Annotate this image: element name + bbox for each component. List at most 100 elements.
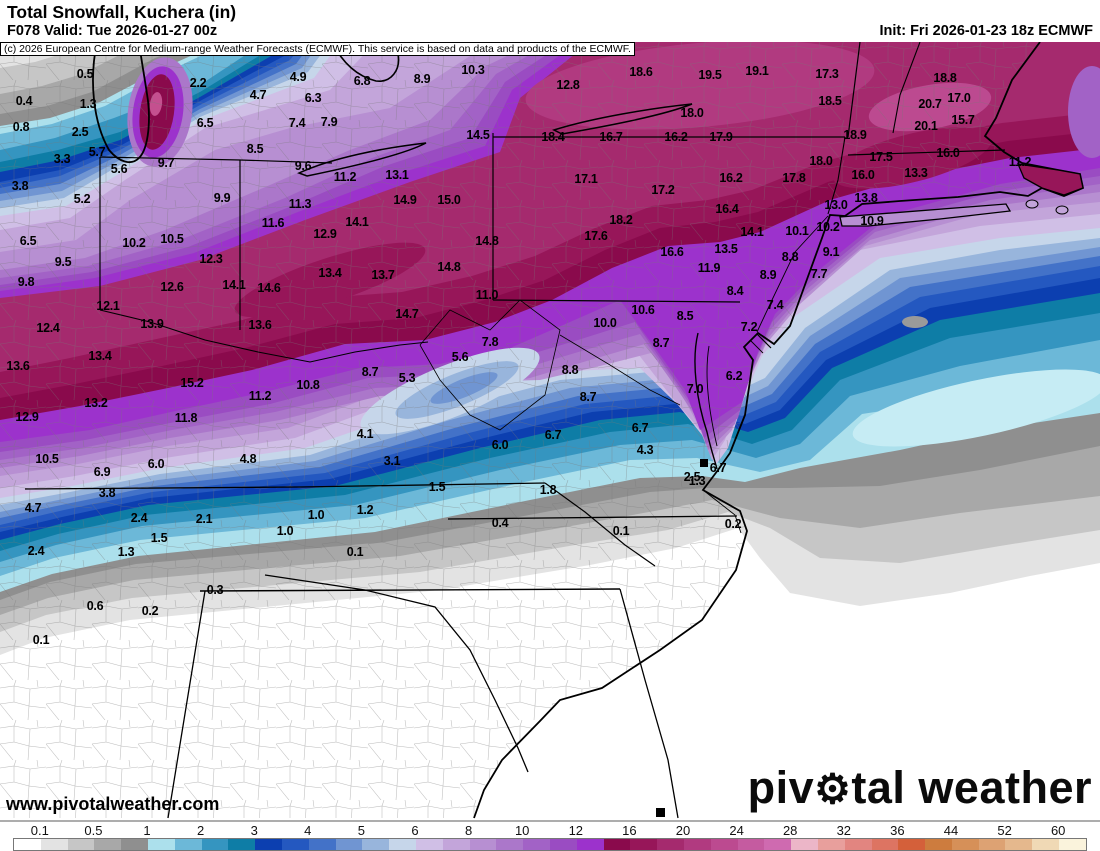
state-border-line bbox=[99, 309, 429, 363]
colorbar-tick: 20 bbox=[675, 823, 691, 838]
copyright-notice: (c) 2026 European Centre for Medium-rang… bbox=[0, 42, 635, 56]
colorbar-tick: 5 bbox=[357, 823, 366, 838]
state-border-line bbox=[492, 299, 741, 303]
map-feature bbox=[839, 203, 1012, 227]
colorbar-segment bbox=[281, 839, 309, 850]
map-feature bbox=[1025, 199, 1039, 209]
colorbar-tick-row: 0.1 0.5 1 2 3 4 5 6 8 10 12 16 20 24 28 32 36 44 52 60 bbox=[0, 823, 1100, 838]
colorbar-tick: 8 bbox=[464, 823, 473, 838]
logo-text-tal-weather: tal weather bbox=[851, 762, 1092, 813]
logo-text-piv: piv bbox=[747, 762, 815, 813]
colorbar-segment bbox=[1059, 839, 1086, 850]
map-header: Total Snowfall, Kuchera (in) F078 Valid:… bbox=[0, 0, 1100, 42]
colorbar-segment bbox=[201, 839, 229, 850]
colorbar-strip bbox=[13, 838, 1087, 851]
colorbar-segment bbox=[630, 839, 658, 850]
colorbar-segment bbox=[683, 839, 711, 850]
colorbar-segment bbox=[737, 839, 765, 850]
colorbar-segment bbox=[335, 839, 363, 850]
watermark-url: www.pivotalweather.com bbox=[6, 794, 220, 814]
colorbar-tick: 1 bbox=[143, 823, 151, 838]
colorbar-tick: 10 bbox=[514, 823, 530, 838]
colorbar-segment bbox=[576, 839, 604, 850]
coastline bbox=[331, 42, 400, 82]
colorbar-segment bbox=[844, 839, 872, 850]
coastline bbox=[702, 489, 742, 534]
state-border-line bbox=[24, 482, 546, 490]
map-feature bbox=[1055, 205, 1069, 215]
colorbar-tick: 0.5 bbox=[84, 823, 103, 838]
colorbar-segment bbox=[308, 839, 336, 850]
state-border-line bbox=[199, 588, 621, 592]
coastline bbox=[297, 142, 427, 177]
colorbar-segment bbox=[174, 839, 202, 850]
colorbar-segment bbox=[764, 839, 792, 850]
colorbar-tick: 2 bbox=[196, 823, 205, 838]
state-border-line bbox=[619, 588, 679, 819]
state-border-line bbox=[756, 215, 829, 333]
coastline bbox=[92, 42, 150, 164]
map-feature bbox=[656, 808, 665, 817]
colorbar-segment bbox=[898, 839, 926, 850]
colorbar-segment bbox=[1032, 839, 1060, 850]
colorbar-segment bbox=[603, 839, 631, 850]
map-blob bbox=[852, 369, 1100, 447]
state-border-line bbox=[559, 334, 681, 406]
colorbar-segment bbox=[415, 839, 443, 850]
state-border-line bbox=[827, 136, 846, 215]
contour-band-layer bbox=[0, 42, 1100, 819]
state-border-line bbox=[847, 149, 1006, 156]
coastline bbox=[706, 345, 718, 447]
state-border-line bbox=[419, 299, 561, 431]
state-border-line bbox=[544, 482, 656, 567]
map-blob bbox=[1068, 66, 1100, 158]
page-title: Total Snowfall, Kuchera (in) bbox=[7, 2, 237, 22]
colorbar-tick: 32 bbox=[836, 823, 852, 838]
colorbar-tick: 12 bbox=[568, 823, 584, 838]
colorbar-segment bbox=[389, 839, 416, 850]
colorbar-segment bbox=[523, 839, 550, 850]
state-border-line bbox=[167, 590, 206, 819]
colorbar-segment bbox=[469, 839, 497, 850]
valid-time-text: F078 Valid: Tue 2026-01-27 00z bbox=[7, 23, 218, 39]
map-feature bbox=[1016, 163, 1084, 196]
colorbar-tick: 0.1 bbox=[30, 823, 49, 838]
coastline bbox=[552, 103, 693, 135]
colorbar-segment bbox=[121, 839, 148, 850]
coastline bbox=[750, 340, 764, 354]
colorbar-tick: 60 bbox=[1050, 823, 1066, 838]
colorbar-tick: 4 bbox=[304, 823, 312, 838]
state-border-line bbox=[847, 42, 861, 138]
colorbar-segment bbox=[817, 839, 845, 850]
colorbar-segment bbox=[657, 839, 684, 850]
colorbar-segment bbox=[791, 839, 818, 850]
colorbar-tick: 44 bbox=[943, 823, 959, 838]
colorbar-segment bbox=[14, 839, 41, 850]
colorbar-segment bbox=[362, 839, 390, 850]
colorbar-segment bbox=[549, 839, 577, 850]
map-blob bbox=[902, 316, 928, 328]
colorbar-segment bbox=[67, 839, 95, 850]
colorbar-tick: 3 bbox=[250, 823, 258, 838]
map-feature bbox=[700, 459, 708, 467]
colorbar-segment bbox=[94, 839, 122, 850]
colorbar-segment bbox=[1005, 839, 1033, 850]
colorbar-segment bbox=[978, 839, 1006, 850]
colorbar-segment bbox=[951, 839, 979, 850]
colorbar-tick: 28 bbox=[782, 823, 798, 838]
pivotal-weather-logo: piv⚙tal weather bbox=[748, 762, 1092, 814]
colorbar-segment bbox=[228, 839, 256, 850]
init-time-text: Init: Fri 2026-01-23 18z ECMWF bbox=[879, 23, 1093, 39]
colorbar-tick: 52 bbox=[997, 823, 1012, 838]
coastline bbox=[756, 333, 772, 349]
colorbar-tick: 36 bbox=[890, 823, 905, 838]
colorbar-segment bbox=[871, 839, 899, 850]
colorbar-segment bbox=[496, 839, 524, 850]
state-border-line bbox=[892, 42, 921, 134]
colorbar-segment bbox=[147, 839, 175, 850]
colorbar-segment bbox=[40, 839, 68, 850]
colorbar-divider bbox=[0, 820, 1100, 822]
colorbar-segment bbox=[925, 839, 952, 850]
